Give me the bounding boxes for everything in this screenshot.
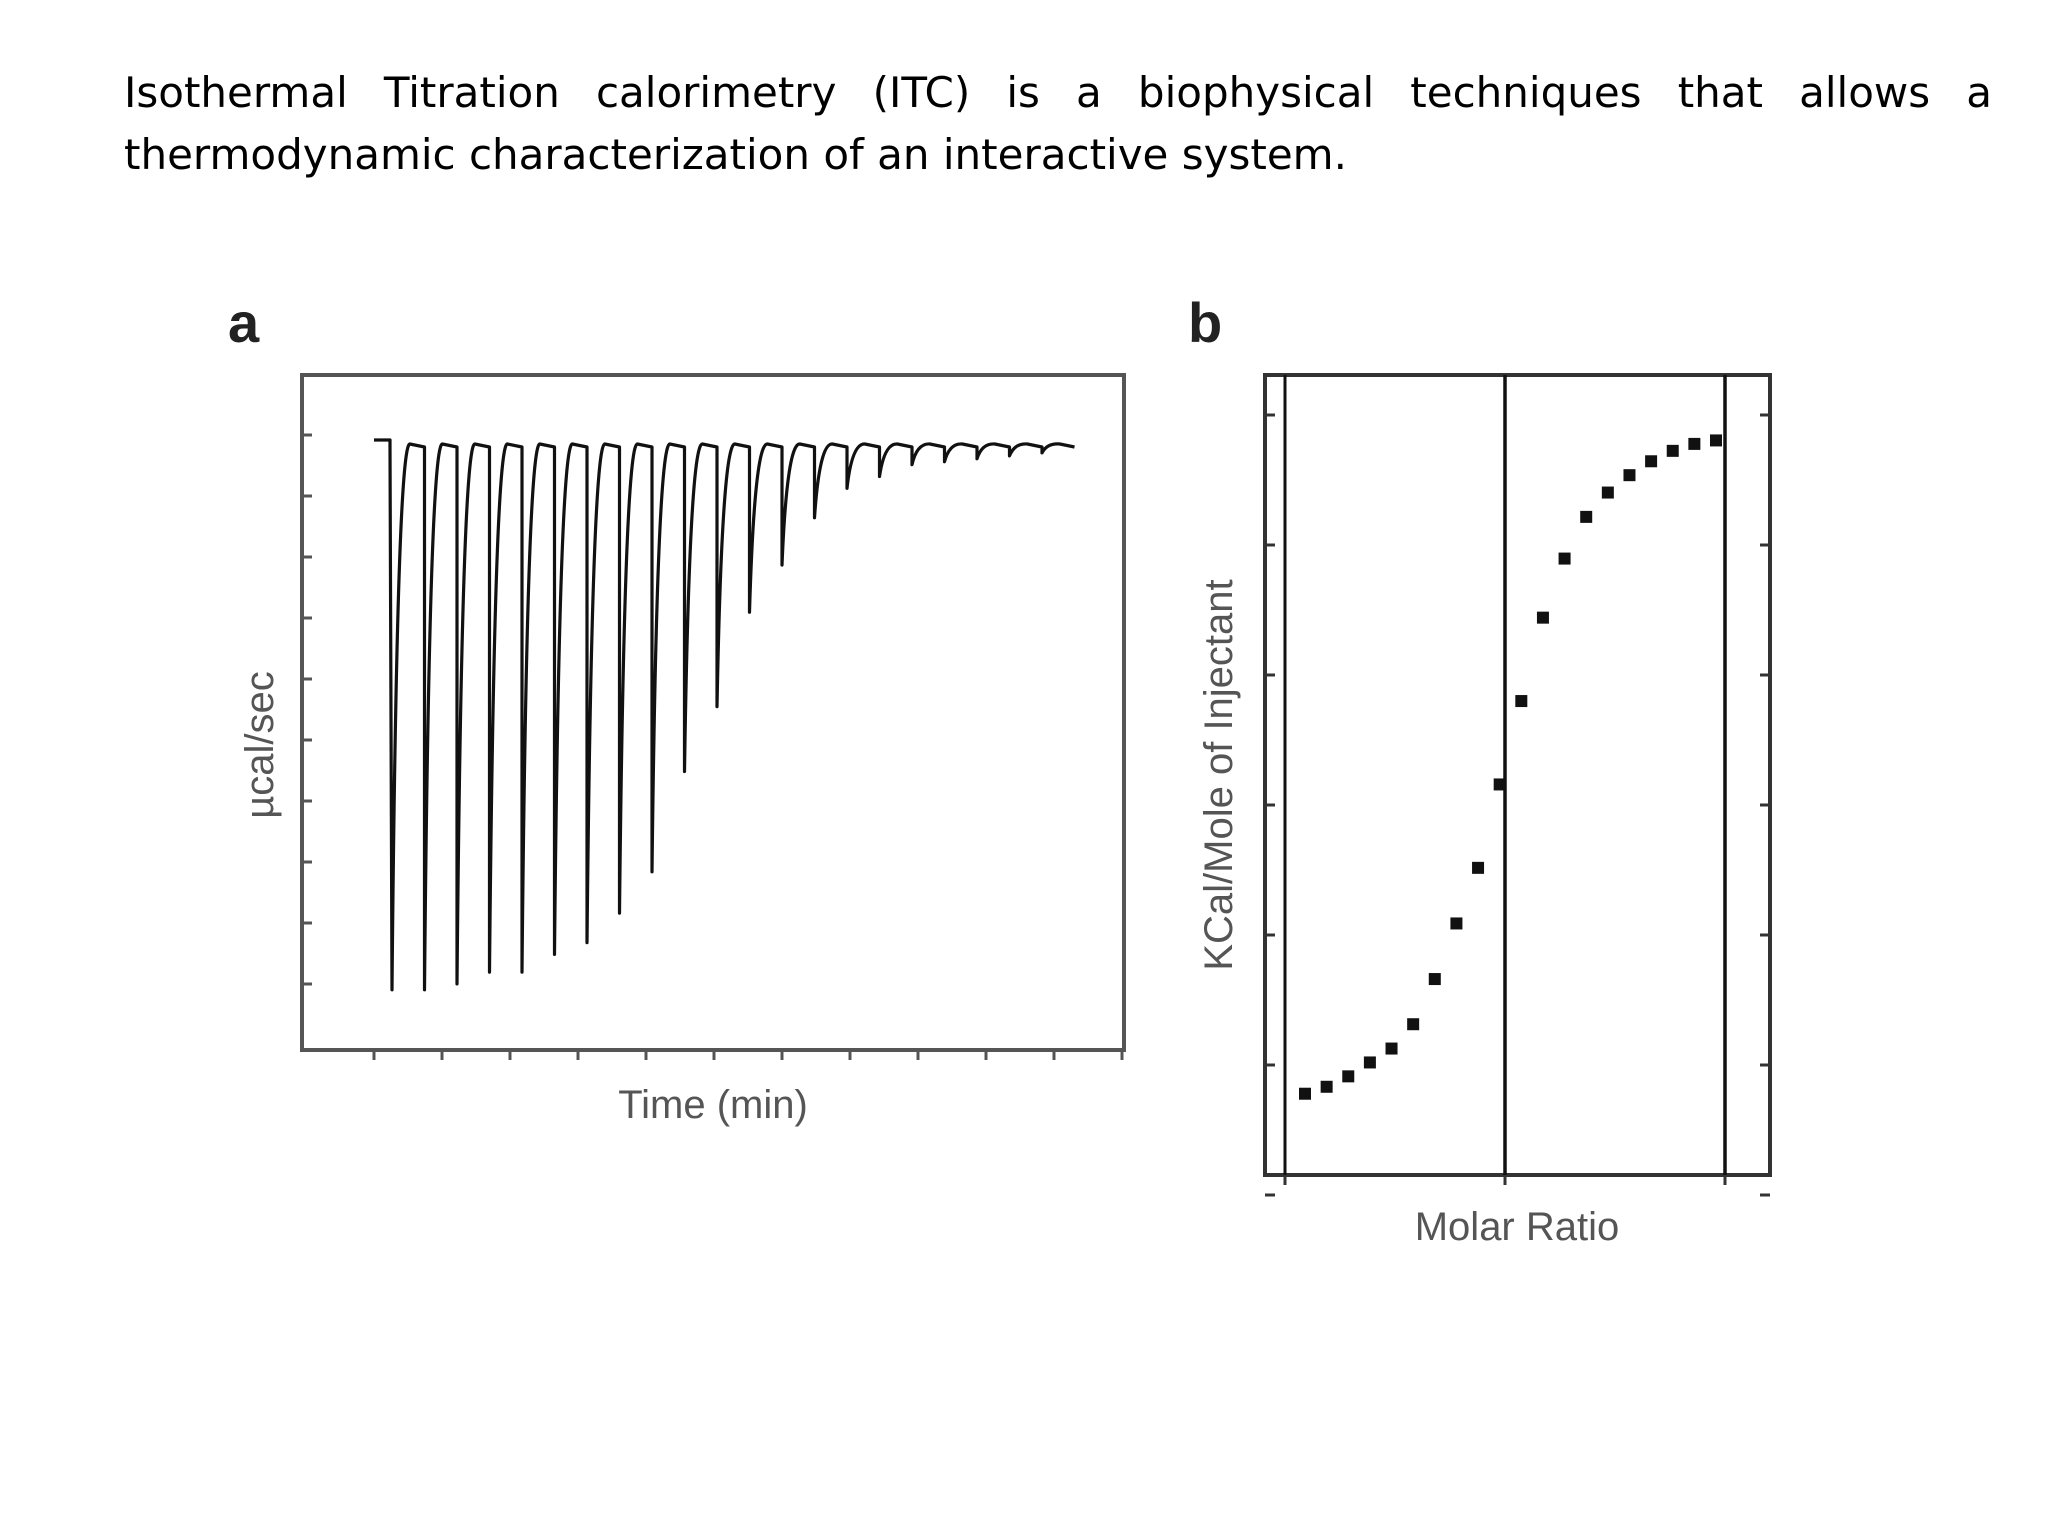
panel-b-point — [1385, 1042, 1398, 1055]
panel-b-point — [1710, 434, 1722, 447]
intro-text: Isothermal Titration calorimetry (ITC) i… — [124, 68, 1992, 179]
panel-b-ticks — [1265, 413, 1770, 1197]
panel-b-point — [1450, 917, 1463, 930]
panel-b-point — [1666, 444, 1679, 457]
panel-a-ticks — [302, 433, 1124, 1060]
panel-b: b Molar Ratio KCal/Mole of Injectant — [1188, 291, 1772, 1249]
panel-b-point — [1320, 1080, 1333, 1093]
panel-b-point — [1558, 552, 1571, 565]
panel-b-point — [1299, 1087, 1311, 1100]
panel-b-point — [1580, 510, 1593, 523]
panel-b-point — [1536, 611, 1549, 624]
panel-b-point — [1342, 1070, 1355, 1083]
panel-a: a Time (min) µcal/sec — [228, 291, 1126, 1127]
panel-b-point — [1623, 469, 1636, 482]
panel-b-point — [1363, 1056, 1376, 1069]
panel-b-reference-lines — [1283, 375, 1727, 1175]
panel-b-point — [1472, 861, 1485, 874]
panel-b-points — [1299, 434, 1722, 1100]
panel-b-point — [1428, 973, 1441, 986]
panel-b-point — [1601, 486, 1614, 499]
panel-a-y-axis-title: µcal/sec — [238, 671, 282, 819]
panel-a-thermogram-line — [374, 438, 1075, 992]
panel-b-point — [1407, 1018, 1420, 1031]
panel-b-point — [1515, 695, 1528, 708]
panel-b-point — [1645, 455, 1658, 468]
panel-a-x-axis-title: Time (min) — [618, 1083, 808, 1127]
panel-b-point — [1688, 437, 1701, 450]
panel-b-letter: b — [1188, 291, 1222, 354]
panel-b-point — [1493, 778, 1506, 791]
panel-b-y-axis-title: KCal/Mole of Injectant — [1197, 579, 1241, 970]
panel-a-letter: a — [228, 291, 260, 354]
panel-b-frame — [1263, 373, 1772, 1177]
panel-b-x-axis-title: Molar Ratio — [1415, 1205, 1620, 1249]
